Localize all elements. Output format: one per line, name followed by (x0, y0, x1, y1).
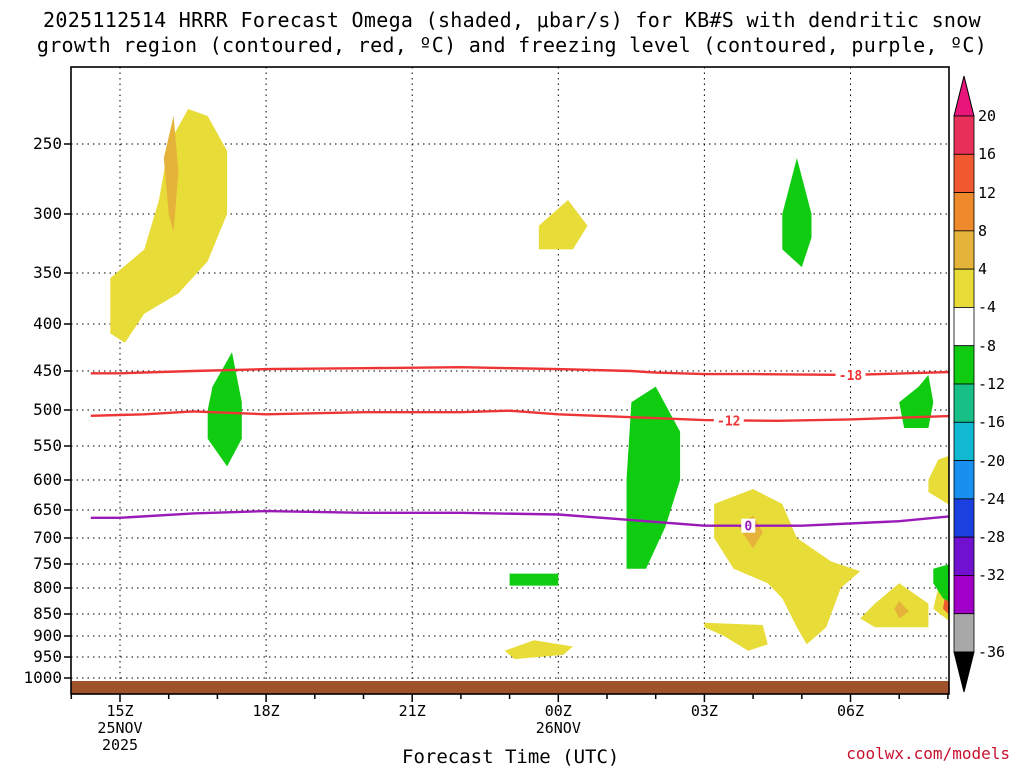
omega-positive-region-6 (894, 601, 909, 619)
colorbar-label-16: 16 (978, 145, 997, 164)
omega-negative-region-5 (933, 564, 949, 602)
colorbar-segment-10 (953, 498, 975, 538)
colorbar-segment-1 (953, 153, 975, 193)
y-tick-label-350: 350 (33, 263, 62, 282)
x-axis-title: Forecast Time (UTC) (402, 746, 620, 768)
colorbar-label-8: 8 (978, 221, 988, 240)
y-tick-label-1000: 1000 (23, 668, 62, 687)
x-tick-label-sub2: 2025 (101, 736, 139, 754)
x-tick-label-label: 18Z (252, 702, 280, 720)
x-tick-label-label: 06Z (836, 702, 865, 720)
contour-label--12: -12 (717, 414, 740, 429)
colorbar-label--16: -16 (978, 413, 1006, 432)
credit-link[interactable]: coolwx.com/models (846, 744, 1010, 763)
colorbar-segment-0 (953, 115, 975, 155)
axis-ticks (64, 143, 949, 702)
contour-label-0: 0 (744, 520, 752, 535)
contour-label-bg (713, 413, 744, 428)
colorbar-segment-6 (953, 345, 975, 385)
colorbar-label--12: -12 (978, 375, 1006, 393)
colorbar-label--32: -32 (978, 566, 1006, 585)
omega-positive-region-9 (928, 455, 949, 505)
y-tick-label-800: 800 (33, 578, 62, 597)
omega-negative-region-4 (899, 374, 934, 428)
colorbar-label--8: -8 (978, 336, 997, 355)
colorbar-label--20: -20 (978, 451, 1006, 470)
colorbar-segment-8 (953, 421, 975, 461)
colorbar-over-triangle (953, 75, 975, 117)
omega-positive-region-5 (860, 583, 929, 628)
y-tick-label-650: 650 (33, 500, 62, 519)
colorbar-label--4: -4 (978, 298, 997, 317)
colorbar-segment-7 (953, 383, 975, 423)
omega-positive-region-3 (714, 489, 861, 645)
contour-label--18: -18 (839, 369, 863, 384)
x-tick-label-label: 21Z (398, 702, 426, 720)
colorbar-segment-4 (953, 268, 975, 308)
chart-title-line-2: growth region (contoured, red, ºC) and f… (36, 33, 988, 57)
colorbar-label-4: 4 (978, 260, 988, 279)
y-tick-label-600: 600 (33, 470, 62, 489)
colorbar-segment-11 (953, 536, 975, 576)
omega-negative-region-3 (509, 573, 559, 586)
contour-label-bg (741, 518, 756, 533)
y-tick-label-450: 450 (33, 361, 62, 380)
y-tick-label-850: 850 (33, 604, 62, 623)
contour--12 (90, 409, 949, 423)
x-tick-label-label: 15Z (106, 702, 134, 720)
colorbar-label-20: 20 (978, 107, 997, 125)
contour-0 (90, 509, 949, 527)
x-tick-label-label: 03Z (690, 702, 718, 720)
omega-negative-region-1 (626, 386, 681, 569)
colorbar-segment-2 (953, 192, 975, 232)
colorbar-under-triangle (953, 651, 975, 693)
omega-negative-region-0 (207, 352, 242, 467)
omega-negative-region-2 (782, 158, 812, 268)
x-tick-label-sub1: 26NOV (535, 719, 581, 737)
omega-positive-region-8 (504, 640, 573, 660)
x-tick-label-sub1: 25NOV (97, 719, 143, 737)
omega-negative-shading (207, 158, 949, 602)
y-tick-label-550: 550 (33, 436, 62, 455)
y-tick-label-900: 900 (33, 626, 62, 645)
colorbar-label--28: -28 (978, 528, 1006, 547)
contour-label-bg (835, 367, 866, 382)
chart-title-line-1: 2025112514 HRRR Forecast Omega (shaded, … (43, 8, 981, 32)
colorbar (953, 75, 975, 693)
y-tick-label-400: 400 (33, 314, 62, 333)
omega-positive-region-0 (110, 109, 228, 343)
colorbar-label-12: 12 (978, 183, 997, 202)
colorbar-segment-13 (953, 613, 975, 653)
contour--18 (90, 365, 949, 377)
y-tick-label-250: 250 (33, 134, 62, 153)
y-tick-label-750: 750 (33, 554, 62, 573)
ground-surface-bar (71, 681, 949, 694)
colorbar-label--36: -36 (978, 643, 1006, 661)
omega-positive-region-7 (704, 622, 768, 651)
colorbar-segment-12 (953, 575, 975, 615)
temperature-contours: -18 -12 0 (90, 365, 949, 535)
x-tick-label-label: 00Z (544, 702, 572, 720)
colorbar-segment-3 (953, 230, 975, 270)
colorbar-label--24: -24 (978, 489, 1006, 508)
y-tick-label-700: 700 (33, 528, 62, 547)
colorbar-segment-9 (953, 460, 975, 500)
colorbar-segment-5 (953, 307, 975, 347)
y-tick-label-500: 500 (33, 400, 62, 419)
omega-positive-region-2 (538, 200, 588, 250)
y-tick-label-300: 300 (33, 204, 62, 223)
y-tick-label-950: 950 (33, 647, 62, 666)
omega-positive-region-1 (163, 116, 179, 232)
